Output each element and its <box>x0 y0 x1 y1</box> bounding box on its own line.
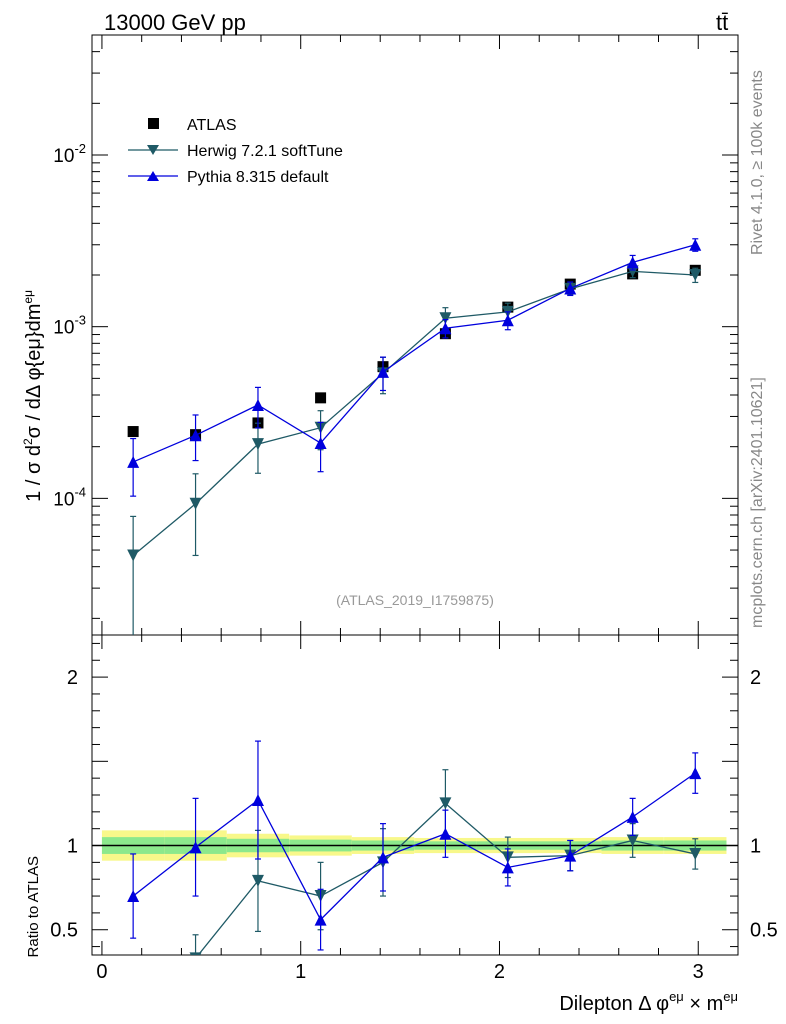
legend-marker-pythia <box>147 171 159 181</box>
rivet-label: Rivet 4.1.0, ≥ 100k events <box>749 70 766 255</box>
x-tick-label: 3 <box>693 961 704 983</box>
pythia-ratio-point <box>564 849 577 862</box>
legend-label-herwig: Herwig 7.2.1 softTune <box>187 143 343 160</box>
pythia-data-point <box>689 238 702 251</box>
legend-label-pythia: Pythia 8.315 default <box>187 169 329 186</box>
herwig-ratio-point <box>626 834 639 847</box>
main-axes: 10-4 10-3 10-2 <box>53 34 739 635</box>
pythia-data-point <box>314 437 327 450</box>
mcplots-label: mcplots.cern.ch [arXiv:2401.10621] <box>749 377 766 628</box>
main-y-tick-label: 10-3 <box>53 313 86 339</box>
pythia-data-point <box>251 398 264 411</box>
ratio-y-tick-label-right: 2 <box>750 667 761 689</box>
pythia-ratio-point <box>376 851 389 864</box>
herwig-ratio-line <box>197 802 696 955</box>
pythia-data-point <box>189 429 202 442</box>
ratio-y-tick-label: 2 <box>67 667 78 689</box>
atlas-data-point <box>127 426 139 438</box>
pythia-ratio-point <box>189 841 202 854</box>
ratio-panel-frame <box>91 634 739 956</box>
herwig-ratio-point <box>439 797 452 810</box>
x-axis-title: Dilepton Δ φeμ × meμ <box>559 989 738 1015</box>
x-tick-label: 1 <box>295 961 306 983</box>
pythia-data-point <box>439 322 452 335</box>
pythia-series-line <box>132 244 696 463</box>
herwig-ratio-point <box>189 952 202 955</box>
ratio-y-tick-label-right: 0.5 <box>750 920 778 942</box>
herwig-ratio-point <box>127 976 139 988</box>
energy-label: 13000 GeV pp <box>104 10 246 35</box>
ratio-axes: 0 1 2 3 0.5 0.5 1 1 2 2 <box>50 635 778 983</box>
pythia-data-point <box>127 455 140 468</box>
pythia-ratio-point <box>689 767 702 780</box>
herwig-data-point <box>626 265 639 278</box>
herwig-data-point <box>127 549 140 562</box>
pythia-ratio-point <box>626 810 639 823</box>
herwig-data-point <box>689 269 702 281</box>
main-y-axis-title: 1 / σ d2σ / dΔ φ{eμ}dmeμ <box>21 290 45 502</box>
pythia-data-point <box>501 314 514 327</box>
pythia-ratio-point <box>439 827 452 840</box>
atlas-data-point <box>315 392 327 404</box>
pythia-ratio-point <box>314 913 327 926</box>
herwig-data-point <box>189 497 202 510</box>
process-label: tt̄ <box>716 10 728 35</box>
pythia-ratio-point <box>501 861 514 874</box>
herwig-ratio-point <box>689 847 702 860</box>
herwig-data-point <box>439 312 452 325</box>
ratio-y-tick-label: 0.5 <box>50 920 78 942</box>
pythia-ratio-line <box>132 772 696 921</box>
main-y-tick-label: 10-4 <box>53 484 86 510</box>
pythia-ratio-point <box>251 794 264 807</box>
x-tick-label: 2 <box>494 961 505 983</box>
ratio-y-axis-title: Ratio to ATLAS <box>25 856 42 957</box>
ratio-y-tick-label: 1 <box>67 836 78 858</box>
main-series <box>127 238 702 635</box>
herwig-series-line <box>132 270 696 556</box>
ratio-series <box>127 740 702 988</box>
analysis-label: (ATLAS_2019_I1759875) <box>336 592 494 608</box>
main-y-tick-label: 10-2 <box>53 141 86 167</box>
pythia-ratio-point <box>127 890 140 903</box>
pythia-data-point <box>626 256 639 269</box>
pythia-data-point <box>376 365 389 378</box>
legend: ATLAS Herwig 7.2.1 softTune Pythia 8.315… <box>128 117 343 186</box>
legend-marker-atlas <box>148 118 159 129</box>
x-tick-label: 0 <box>96 961 107 983</box>
ratio-y-tick-label-right: 1 <box>750 836 761 858</box>
herwig-ratio-point <box>251 874 264 887</box>
legend-label-atlas: ATLAS <box>187 117 237 134</box>
legend-marker-herwig <box>147 145 159 155</box>
herwig-data-point <box>251 438 264 451</box>
pythia-data-point <box>564 282 577 295</box>
